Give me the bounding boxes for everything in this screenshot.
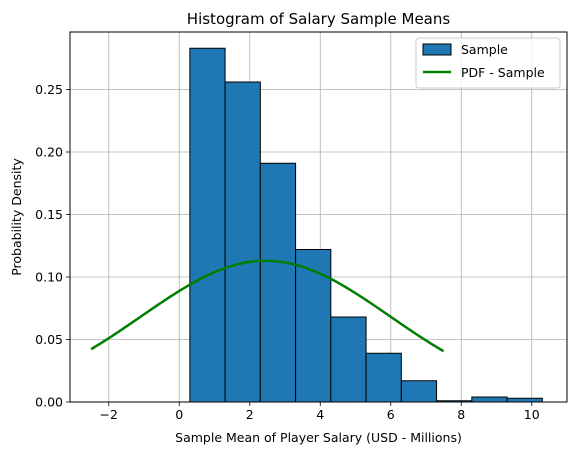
x-tick-label: 0 <box>175 407 183 422</box>
y-tick-label: 0.20 <box>35 145 63 160</box>
pdf-curve <box>90 259 445 353</box>
x-tick-label: 8 <box>457 407 465 422</box>
plot-frame <box>69 31 568 403</box>
histogram-bar <box>295 249 332 403</box>
legend: Sample PDF - Sample <box>415 37 561 89</box>
histogram-bar <box>471 396 508 403</box>
axis-ticks: −2 0 2 4 6 8 10 0.00 0.05 0.10 0.15 0.20 0.25 <box>35 82 540 422</box>
legend-sample-label: Sample <box>461 42 508 57</box>
histogram-bar <box>365 352 402 403</box>
histogram-bar <box>259 162 297 403</box>
histogram-bars <box>189 47 543 403</box>
histogram-bar <box>224 81 261 403</box>
legend-pdf-label: PDF - Sample <box>461 65 545 80</box>
chart-title: Histogram of Salary Sample Means <box>187 10 451 28</box>
pdf-line-layer <box>90 259 445 353</box>
legend-sample-swatch <box>422 43 452 56</box>
histogram-bar <box>506 397 543 403</box>
x-tick-label: 10 <box>524 407 540 422</box>
histogram-bar <box>330 316 367 403</box>
y-tick-label: 0.10 <box>35 270 63 285</box>
y-tick-label: 0.15 <box>35 207 63 222</box>
y-tick-label: 0.05 <box>35 332 63 347</box>
histogram-bar <box>400 380 438 403</box>
x-tick-label: −2 <box>100 407 118 422</box>
x-axis-label: Sample Mean of Player Salary (USD - Mill… <box>175 430 462 445</box>
x-tick-label: 2 <box>246 407 254 422</box>
legend-box <box>415 37 561 89</box>
x-tick-label: 4 <box>316 407 324 422</box>
histogram-bar <box>189 47 226 403</box>
y-axis-label: Probability Density <box>9 158 24 276</box>
y-tick-label: 0.25 <box>35 82 63 97</box>
x-tick-label: 6 <box>387 407 395 422</box>
y-tick-label: 0.00 <box>35 395 63 410</box>
